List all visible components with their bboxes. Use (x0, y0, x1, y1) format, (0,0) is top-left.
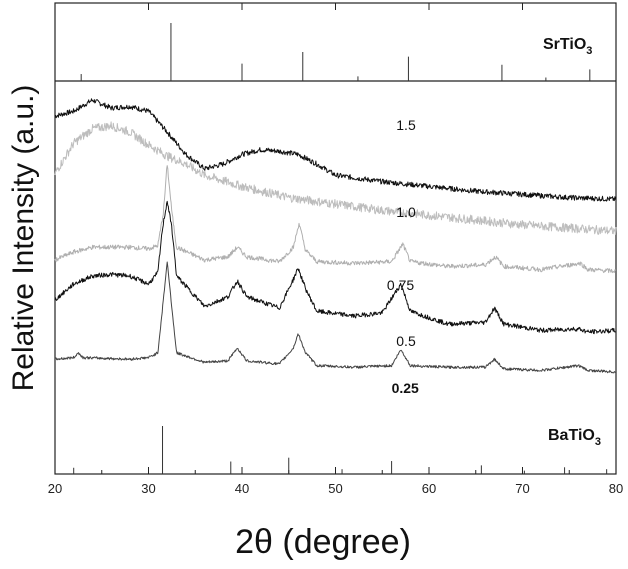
x-tick-label: 20 (48, 481, 62, 496)
x-axis-ticks: 20 30 40 50 60 70 80 (48, 3, 623, 496)
x-axis-label: 2θ (degree) (235, 523, 411, 561)
plot-frame (55, 3, 616, 474)
x-tick-label: 60 (422, 481, 436, 496)
x-tick-label: 50 (328, 481, 342, 496)
series-1.0-line (55, 122, 616, 235)
series-label-1.5: 1.5 (396, 117, 416, 133)
series-lines (55, 99, 616, 373)
x-tick-label: 30 (141, 481, 155, 496)
series-1.5-line (55, 99, 616, 201)
series-0.75-line (55, 166, 616, 273)
plot-area: 20 30 40 50 60 70 80 1.5 1.0 0.75 0.5 0.25 (48, 3, 623, 496)
series-label-1.0: 1.0 (396, 204, 416, 220)
y-axis-label: Relative Intensity (a.u.) (7, 85, 40, 392)
x-tick-label: 40 (235, 481, 249, 496)
series-label-0.25: 0.25 (392, 380, 419, 396)
series-label-0.5: 0.5 (396, 333, 416, 349)
srtio3-label: SrTiO3 (543, 36, 592, 57)
series-label-0.75: 0.75 (387, 277, 414, 293)
batio3-label: BaTiO3 (548, 427, 601, 448)
x-tick-label: 80 (609, 481, 623, 496)
x-tick-label: 70 (515, 481, 529, 496)
